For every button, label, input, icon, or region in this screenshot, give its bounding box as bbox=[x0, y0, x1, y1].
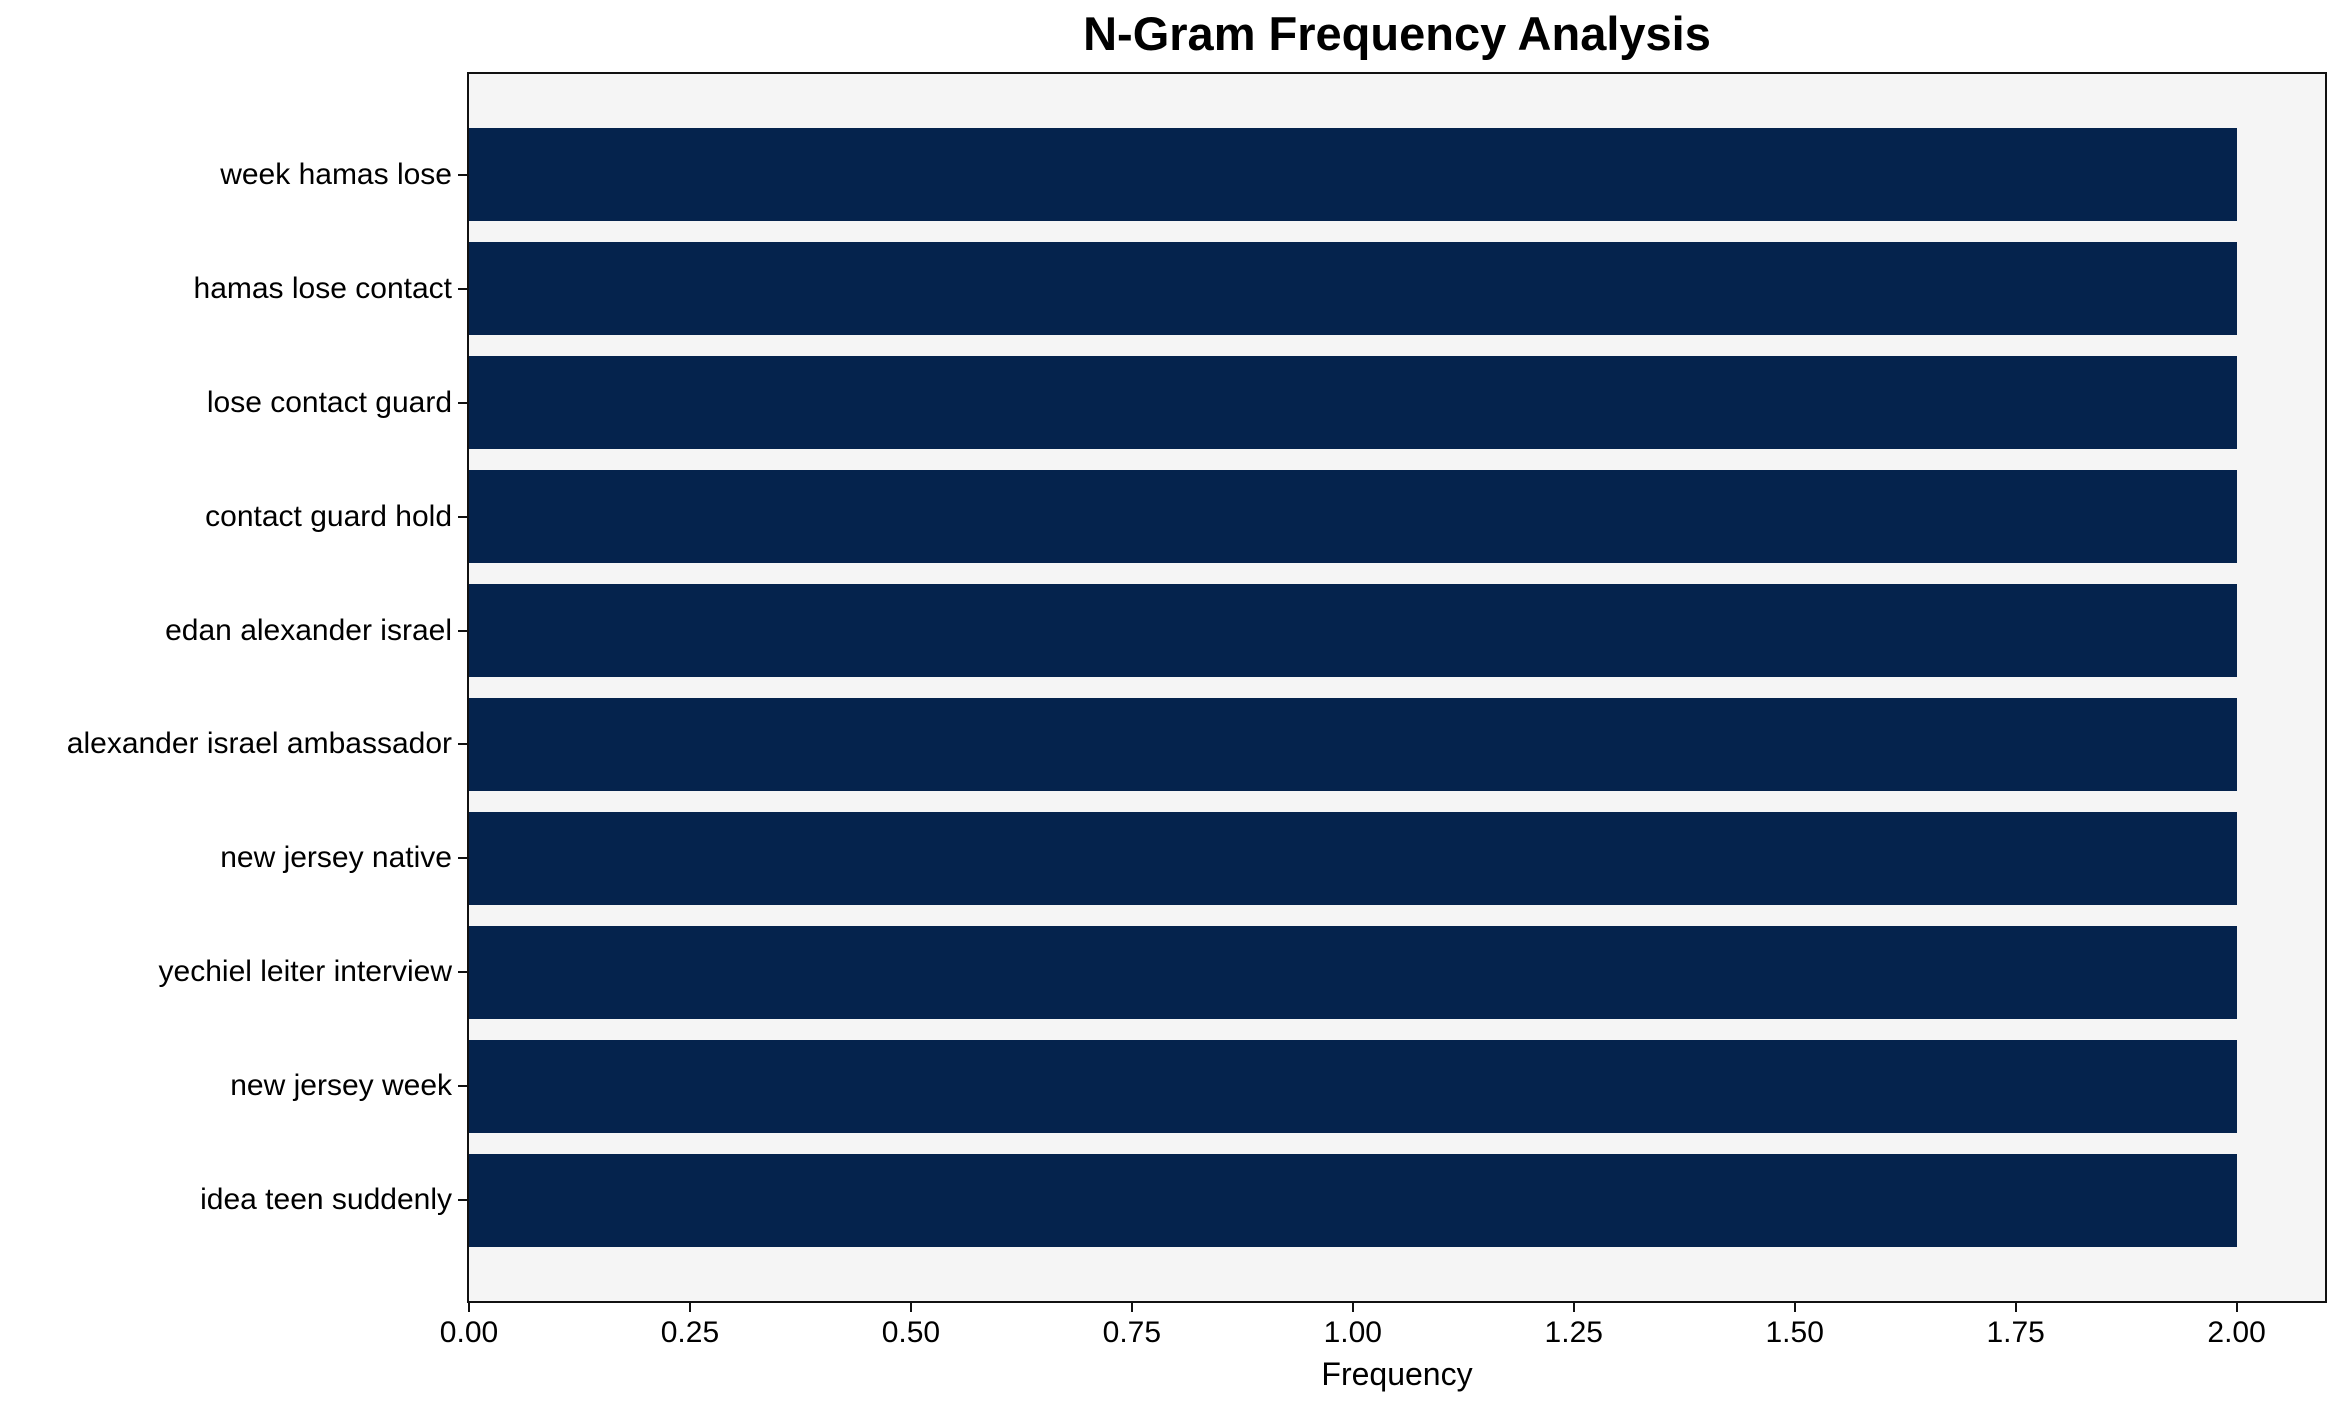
bar-new-jersey-native bbox=[469, 811, 2237, 905]
x-tick-mark bbox=[468, 1303, 470, 1312]
bar-yechiel-leiter-interview bbox=[469, 925, 2237, 1019]
bar-new-jersey-week bbox=[469, 1039, 2237, 1133]
y-tick-mark bbox=[458, 1199, 467, 1202]
x-tick-mark bbox=[1793, 1303, 1796, 1312]
y-tick-mark bbox=[458, 857, 467, 860]
y-tick-mark bbox=[458, 173, 467, 176]
x-tick-label-0.75: 0.75 bbox=[1102, 1316, 1162, 1349]
y-tick-label-new-jersey-native: new jersey native bbox=[220, 841, 452, 875]
x-tick-mark bbox=[1351, 1303, 1354, 1312]
y-tick-mark bbox=[458, 743, 467, 746]
bar-hamas-lose-contact bbox=[469, 242, 2237, 336]
y-tick-mark bbox=[458, 515, 467, 518]
y-tick-label-yechiel-leiter-interview: yechiel leiter interview bbox=[158, 955, 452, 989]
x-axis-title: Frequency bbox=[1321, 1356, 1473, 1392]
x-tick-label-2.00: 2.00 bbox=[2207, 1316, 2266, 1349]
bar-idea-teen-suddenly bbox=[469, 1153, 2237, 1247]
y-tick-label-idea-teen-suddenly: idea teen suddenly bbox=[200, 1183, 452, 1217]
x-tick-mark bbox=[1130, 1303, 1133, 1312]
y-tick-label-hamas-lose-contact: hamas lose contact bbox=[193, 271, 452, 305]
y-tick-mark bbox=[458, 401, 467, 404]
y-tick-label-lose-contact-guard: lose contact guard bbox=[206, 385, 452, 419]
y-tick-mark bbox=[458, 629, 467, 632]
y-tick-label-week-hamas-lose: week hamas lose bbox=[220, 157, 452, 191]
x-tick-label-1.00: 1.00 bbox=[1323, 1316, 1382, 1349]
y-tick-mark bbox=[458, 287, 467, 290]
bar-contact-guard-hold bbox=[469, 470, 2237, 564]
x-tick-mark bbox=[688, 1303, 691, 1312]
bar-alexander-israel-ambassador bbox=[469, 697, 2237, 791]
y-tick-label-new-jersey-week: new jersey week bbox=[230, 1069, 452, 1103]
x-tick-label-0.50: 0.50 bbox=[881, 1316, 941, 1349]
x-tick-mark bbox=[1572, 1303, 1575, 1312]
x-tick-label-1.75: 1.75 bbox=[1986, 1316, 2045, 1349]
bar-week-hamas-lose bbox=[469, 128, 2237, 222]
x-tick-label-0.00: 0.00 bbox=[439, 1316, 499, 1349]
y-tick-label-alexander-israel-ambassador: alexander israel ambassador bbox=[66, 727, 452, 761]
bar-lose-contact-guard bbox=[469, 356, 2237, 450]
y-axis-labels: week hamas lose hamas lose contact lose co… bbox=[0, 74, 452, 1301]
x-tick-label-1.25: 1.25 bbox=[1544, 1316, 1603, 1349]
x-tick-mark bbox=[2014, 1303, 2017, 1312]
y-tick-label-contact-guard-hold: contact guard hold bbox=[205, 499, 452, 533]
x-tick-mark bbox=[909, 1303, 912, 1312]
x-tick-label-1.50: 1.50 bbox=[1765, 1316, 1824, 1349]
y-tick-label-edan-alexander-israel: edan alexander israel bbox=[165, 613, 452, 647]
x-tick-label-0.25: 0.25 bbox=[660, 1316, 720, 1349]
x-tick-mark bbox=[2235, 1303, 2238, 1312]
bar-edan-alexander-israel bbox=[469, 584, 2237, 678]
y-tick-mark bbox=[458, 1085, 467, 1088]
y-tick-mark bbox=[458, 971, 467, 974]
plot-area bbox=[467, 72, 2327, 1303]
chart-title: N-Gram Frequency Analysis bbox=[1083, 7, 1711, 60]
